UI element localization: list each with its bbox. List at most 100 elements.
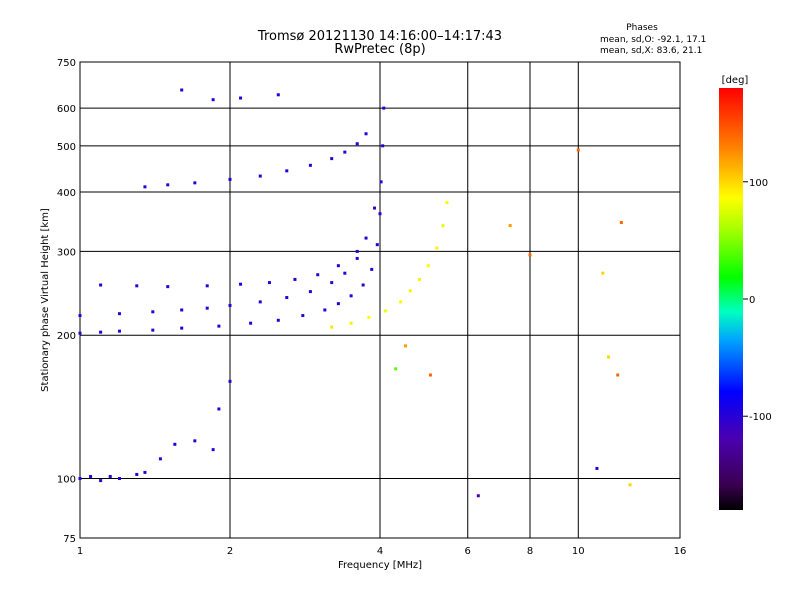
data-point [426,264,430,268]
data-point [308,163,312,167]
data-point [323,308,327,312]
data-point [258,300,262,304]
data-point [108,474,112,478]
data-point [285,296,289,300]
data-point [595,466,599,470]
y-tick-label: 400 [57,188,76,199]
chart-subtitle: RwPretec (8p) [334,42,425,57]
data-point [166,183,170,187]
data-point [228,379,232,383]
data-point [151,328,155,332]
data-point [330,281,334,285]
data-point [383,309,387,313]
data-point [89,474,93,478]
x-tick-label: 2 [227,546,233,557]
data-point [476,494,480,498]
data-point [180,88,184,92]
y-tick-label: 600 [57,104,76,115]
data-point [99,283,103,287]
data-point [428,373,432,377]
data-point [435,246,439,250]
data-point [355,142,359,146]
colorbar-ticks: 100 0 -100 [743,178,772,423]
data-point [619,221,623,225]
data-point [508,224,512,228]
data-point [193,181,197,185]
data-point [293,277,297,281]
data-point [528,253,532,257]
chart-title: Tromsø 20121130 14:16:00–14:17:43 [257,29,502,44]
data-point [99,479,103,483]
x-tick-label: 16 [674,546,687,557]
phases-o-line: mean, sd,O: -92.1, 17.1 [600,35,706,45]
data-point [239,96,243,100]
data-point [445,201,449,205]
data-point [135,472,139,476]
x-tick-label: 6 [465,546,471,557]
grid-lines [80,62,680,538]
colorbar-tick-label: 100 [749,178,768,189]
y-tick-label: 300 [57,247,76,258]
data-point [403,344,407,348]
data-point [336,264,340,268]
data-point [180,326,184,330]
data-point [361,283,365,287]
data-point [258,174,262,178]
data-point [601,271,605,275]
data-point [373,206,377,210]
phases-heading: Phases [626,23,658,33]
data-point [343,150,347,154]
data-point [249,321,253,325]
data-point [217,407,221,411]
colorbar-tick-label: -100 [749,412,772,423]
data-point [441,224,445,228]
data-point [151,310,155,314]
y-tick-label: 100 [57,475,76,486]
data-point [173,442,177,446]
data-point [349,321,353,325]
colorbar-label: [deg] [722,75,749,86]
data-point [217,324,221,328]
data-point [308,290,312,294]
data-point [166,285,170,289]
data-point [117,312,121,316]
data-points [78,88,632,498]
colorbar-tick-label: 0 [749,295,755,306]
data-point [143,470,147,474]
data-point [180,308,184,312]
data-point [378,212,382,216]
data-point [364,132,368,136]
data-point [276,93,280,97]
y-tick-labels: 75 100 200 300 400 500 600 750 [57,58,76,545]
data-point [205,284,209,288]
data-point [616,373,620,377]
y-tick-label: 200 [57,331,76,342]
data-point [364,236,368,240]
data-point [379,180,383,184]
data-point [375,243,379,247]
data-point [99,330,103,334]
data-point [399,300,403,304]
x-axis-label: Frequency [MHz] [338,560,422,571]
data-point [211,448,215,452]
data-point [135,284,139,288]
data-point [628,483,632,487]
phases-x-line: mean, sd,X: 83.6, 21.1 [600,46,702,56]
data-point [228,177,232,181]
data-point [301,314,305,318]
x-tick-labels: 1 2 4 6 8 10 16 [77,546,687,557]
data-point [381,144,385,148]
data-point [276,318,280,322]
data-point [78,314,82,318]
data-point [78,331,82,335]
data-point [117,477,121,481]
data-point [285,169,289,173]
y-tick-label: 75 [63,534,76,545]
data-point [382,106,386,110]
data-point [330,325,334,329]
data-point [355,256,359,260]
colorbar [719,88,743,510]
y-axis-label: Stationary phase Virtual Height [km] [40,208,51,392]
